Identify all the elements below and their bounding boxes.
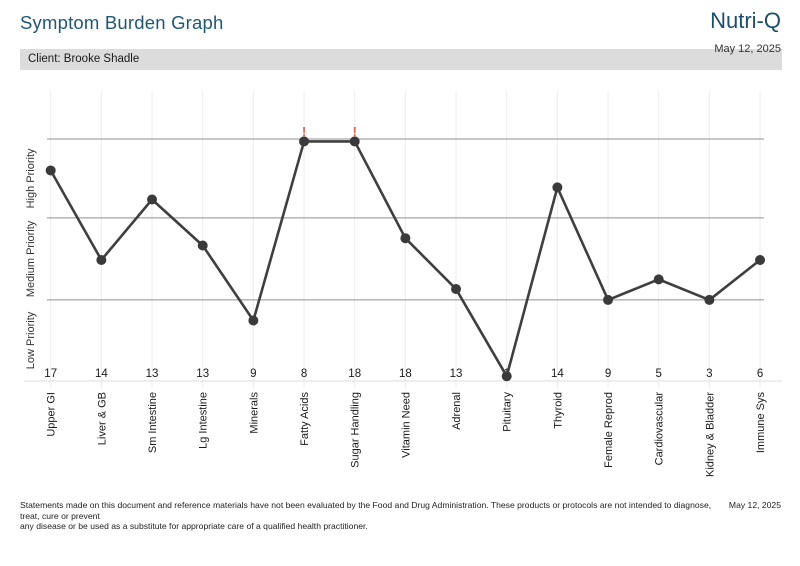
data-point <box>755 255 766 265</box>
total-label: 17 <box>44 368 57 380</box>
total-label: 9 <box>250 368 256 380</box>
alert-exclamation-icon: ! <box>353 125 357 139</box>
data-point <box>653 274 664 285</box>
disclaimer-text: Statements made on this document and ref… <box>20 500 720 532</box>
category-label: Upper GI <box>46 392 58 437</box>
total-label: 8 <box>301 368 307 380</box>
alert-exclamation-icon: ! <box>302 125 306 139</box>
total-label: 13 <box>196 368 209 380</box>
category-label: Kidney & Bladder <box>704 392 716 477</box>
data-point <box>248 315 259 326</box>
footer-date: May 12, 2025 <box>728 500 781 510</box>
page-title: Symptom Burden Graph <box>20 12 224 33</box>
data-point <box>45 165 56 176</box>
category-label: Liver & GB <box>96 392 108 445</box>
data-point <box>197 240 208 251</box>
category-label: Sugar Handling <box>350 392 362 468</box>
category-label: Immune Sys <box>755 392 767 454</box>
category-label: Minerals <box>248 392 260 434</box>
data-point <box>400 233 411 244</box>
total-label: 14 <box>551 368 564 380</box>
category-label: Adrenal <box>451 392 463 430</box>
y-axis-zone-label: High Priority <box>25 148 37 208</box>
category-label: Female Reprod <box>603 392 615 468</box>
data-point <box>451 284 462 295</box>
total-label: 18 <box>348 368 361 380</box>
data-point <box>603 294 614 305</box>
category-label: Pituitary <box>502 392 514 432</box>
total-label: 5 <box>656 368 662 380</box>
total-label: 9 <box>605 368 611 380</box>
y-axis-zone-label: Low Priority <box>25 311 37 369</box>
total-label: 13 <box>450 368 463 380</box>
data-point <box>299 136 310 147</box>
total-label: 6 <box>757 368 763 380</box>
disclaimer-line-2: any disease or be used as a substitute f… <box>20 521 368 531</box>
total-label: 18 <box>399 368 412 380</box>
data-point <box>96 255 107 265</box>
total-label: 14 <box>95 368 108 380</box>
client-bar: Client: Brooke Shadle <box>20 49 782 70</box>
brand-logo: Nutri-Q <box>710 8 781 33</box>
total-label: 13 <box>146 368 159 380</box>
total-label: 3 <box>706 368 712 380</box>
category-label: Cardiovascular <box>654 392 666 466</box>
y-axis-zone-label: Medium Priority <box>25 220 37 297</box>
data-point <box>704 294 715 305</box>
header-date: May 12, 2025 <box>714 43 781 55</box>
category-label: Vitamin Need <box>400 392 412 458</box>
client-name: Client: Brooke Shadle <box>28 53 140 65</box>
category-label: Lg Intestine <box>198 392 210 449</box>
category-label: Fatty Acids <box>299 392 311 446</box>
data-point <box>147 194 158 205</box>
category-label: Thyroid <box>552 392 564 429</box>
category-label: Sm Intestine <box>147 392 159 453</box>
data-point <box>349 136 360 147</box>
disclaimer-line-1: Statements made on this document and ref… <box>20 500 712 521</box>
symptom-burden-chart: Low Priority Medium Priority High Priority… <box>24 91 782 477</box>
data-point <box>501 371 512 382</box>
data-point <box>552 182 563 193</box>
